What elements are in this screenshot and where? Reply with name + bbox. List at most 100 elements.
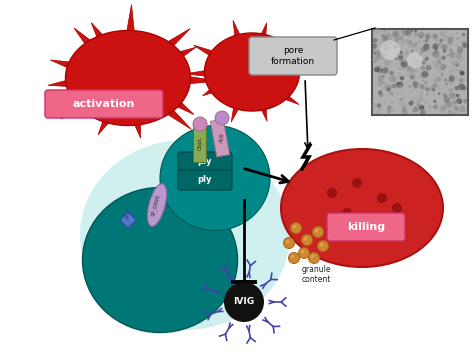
Circle shape — [433, 62, 440, 69]
Circle shape — [425, 33, 431, 40]
Circle shape — [372, 57, 377, 62]
Circle shape — [319, 243, 323, 246]
Circle shape — [400, 75, 401, 76]
Circle shape — [463, 99, 467, 103]
Circle shape — [433, 100, 434, 101]
Circle shape — [417, 86, 419, 87]
Circle shape — [445, 91, 447, 93]
Circle shape — [445, 82, 448, 85]
Circle shape — [450, 82, 452, 84]
Circle shape — [399, 37, 403, 41]
Circle shape — [376, 50, 381, 55]
Circle shape — [394, 82, 401, 88]
Circle shape — [412, 46, 415, 48]
Circle shape — [398, 100, 404, 106]
Circle shape — [431, 52, 436, 57]
Circle shape — [445, 40, 447, 41]
Circle shape — [433, 34, 438, 39]
Circle shape — [457, 38, 458, 39]
Circle shape — [448, 80, 450, 82]
Circle shape — [452, 70, 454, 71]
Circle shape — [436, 77, 441, 82]
Circle shape — [391, 70, 398, 77]
Circle shape — [381, 87, 385, 90]
Circle shape — [406, 74, 408, 77]
Circle shape — [462, 33, 465, 36]
Circle shape — [396, 78, 398, 79]
Circle shape — [432, 45, 438, 51]
Circle shape — [454, 102, 456, 105]
Polygon shape — [167, 94, 194, 115]
Circle shape — [357, 223, 367, 233]
Circle shape — [406, 81, 408, 83]
Circle shape — [395, 52, 397, 53]
Circle shape — [431, 61, 434, 63]
FancyBboxPatch shape — [249, 37, 337, 75]
FancyBboxPatch shape — [45, 90, 163, 118]
Circle shape — [412, 43, 417, 48]
Circle shape — [400, 51, 403, 54]
Circle shape — [417, 104, 419, 106]
Circle shape — [457, 55, 464, 62]
Circle shape — [420, 84, 426, 90]
Circle shape — [438, 60, 442, 64]
Circle shape — [430, 105, 432, 106]
Circle shape — [409, 101, 413, 106]
Circle shape — [443, 94, 445, 95]
Circle shape — [453, 106, 454, 107]
FancyBboxPatch shape — [178, 170, 232, 190]
Circle shape — [450, 101, 453, 104]
Circle shape — [454, 61, 460, 67]
Circle shape — [462, 100, 463, 101]
Circle shape — [415, 106, 419, 110]
Circle shape — [410, 76, 415, 80]
Circle shape — [447, 110, 453, 115]
Circle shape — [416, 76, 417, 77]
Circle shape — [441, 56, 446, 60]
Circle shape — [384, 32, 389, 36]
Circle shape — [420, 47, 426, 52]
Circle shape — [456, 64, 458, 67]
Circle shape — [379, 82, 382, 85]
Circle shape — [408, 98, 412, 103]
Circle shape — [425, 39, 428, 42]
Circle shape — [390, 76, 394, 80]
Polygon shape — [290, 69, 310, 77]
Circle shape — [442, 55, 447, 59]
Text: pore
formation: pore formation — [271, 46, 315, 66]
Circle shape — [433, 82, 438, 88]
Circle shape — [413, 101, 415, 104]
Circle shape — [435, 48, 438, 52]
Circle shape — [456, 98, 462, 104]
Circle shape — [383, 30, 386, 33]
Circle shape — [382, 67, 388, 74]
Circle shape — [397, 54, 399, 56]
Circle shape — [462, 41, 467, 46]
Circle shape — [375, 53, 380, 58]
Circle shape — [447, 87, 448, 88]
Circle shape — [400, 31, 401, 32]
Circle shape — [373, 49, 378, 54]
Circle shape — [443, 93, 447, 98]
Circle shape — [403, 39, 409, 44]
Circle shape — [397, 82, 403, 88]
Circle shape — [309, 252, 319, 263]
Circle shape — [438, 87, 440, 89]
Circle shape — [413, 59, 420, 66]
Circle shape — [215, 111, 229, 125]
Text: AliB: AliB — [219, 132, 225, 143]
Circle shape — [377, 75, 384, 82]
Circle shape — [374, 60, 376, 63]
Circle shape — [391, 101, 393, 103]
Polygon shape — [177, 75, 219, 85]
Circle shape — [425, 57, 428, 60]
Circle shape — [424, 81, 428, 84]
Circle shape — [426, 102, 427, 104]
Circle shape — [393, 66, 395, 68]
Circle shape — [397, 35, 402, 40]
Circle shape — [380, 35, 383, 38]
FancyBboxPatch shape — [178, 152, 232, 172]
Circle shape — [383, 45, 389, 51]
Polygon shape — [202, 83, 221, 96]
Ellipse shape — [147, 184, 166, 226]
